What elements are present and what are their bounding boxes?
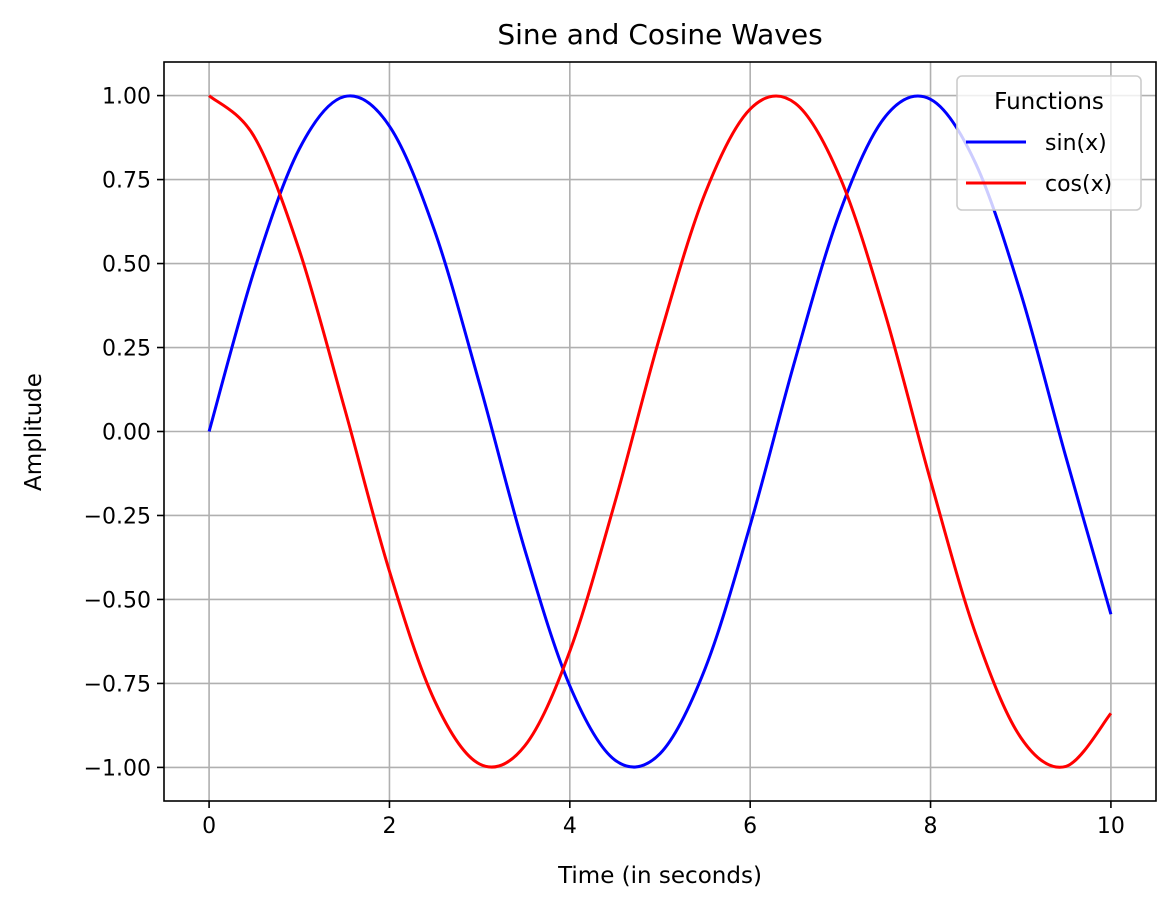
legend-title: Functions [994,89,1104,115]
cos-series-line [208,94,1113,769]
x-tick-label: 10 [1097,814,1125,839]
y-tick-label: 0.75 [102,169,151,194]
axis-ticks: 0 2 4 6 8 10 1.00 0.75 0.50 0.25 0.00 −0.25 −0.50 −0.… [84,85,1125,839]
legend-label-cos: cos(x) [1045,172,1112,197]
x-axis-label: Time (in seconds) [557,863,762,889]
y-tick-label: 0.50 [102,253,151,278]
x-tick-label: 8 [924,814,938,839]
x-tick-label: 2 [382,814,396,839]
y-tick-label: −0.50 [84,588,151,613]
y-tick-label: −0.75 [84,672,151,697]
x-tick-label: 0 [202,814,216,839]
y-tick-label: 0.25 [102,337,151,362]
legend-box [956,75,1142,211]
y-axis-label: Amplitude [21,373,47,491]
y-tick-label: −1.00 [84,756,151,781]
x-tick-label: 6 [743,814,757,839]
legend: Functions sin(x) cos(x) [956,75,1142,211]
y-tick-label: 0.00 [102,421,151,446]
chart-title: Sine and Cosine Waves [497,18,822,51]
y-tick-label: 1.00 [102,85,151,110]
x-tick-label: 4 [563,814,577,839]
legend-label-sin: sin(x) [1045,131,1107,156]
y-tick-label: −0.25 [84,504,151,529]
